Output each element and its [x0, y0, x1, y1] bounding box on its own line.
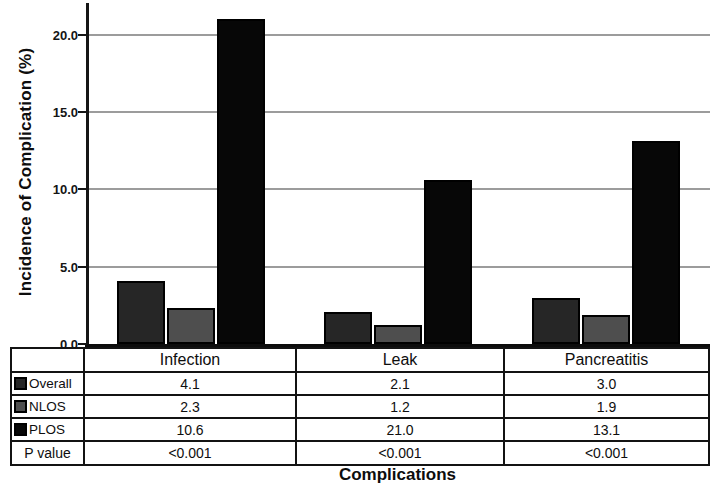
results-table: InfectionLeakPancreatitis Overall 4.12.13.… [10, 347, 710, 466]
y-tick-mark-0.0 [78, 343, 87, 345]
cell-overall-pancreatitis: 3.0 [505, 373, 708, 396]
bar-plos-pancreatitis [632, 141, 680, 344]
series-label-nlos: NLOS [29, 399, 66, 414]
cell-overall-infection: 4.1 [85, 373, 297, 396]
y-tick-label-10.0: 10.0 [34, 183, 78, 196]
bar-overall-pancreatitis [532, 298, 580, 344]
legend-swatch-nlos [14, 400, 27, 413]
y-axis-title: Incidence of Complication (%) [16, 48, 36, 297]
bar-plos-infection [217, 19, 265, 344]
table-corner-cell [12, 349, 85, 373]
gridline-10.0 [88, 188, 710, 190]
y-tick-label-5.0: 5.0 [34, 261, 78, 274]
gridline-20.0 [88, 34, 710, 36]
legend-swatch-plos [14, 423, 27, 436]
bar-plos-leak [424, 180, 472, 344]
x-axis-title: Complications [85, 465, 710, 485]
y-tick-mark-20.0 [78, 34, 87, 36]
y-tick-label-15.0: 15.0 [34, 106, 78, 119]
cell-p-value-pancreatitis: <0.001 [505, 442, 708, 464]
series-label-overall: Overall [29, 376, 72, 391]
gridline-5.0 [88, 266, 710, 268]
y-axis [86, 3, 89, 347]
row-label-nlos: NLOS [12, 396, 85, 419]
bar-nlos-leak [374, 325, 422, 344]
cell-overall-leak: 2.1 [297, 373, 505, 396]
complications-bar-chart-figure: Incidence of Complication (%) 0.05.010.0… [0, 0, 714, 489]
column-header-pancreatitis: Pancreatitis [505, 349, 708, 373]
legend-swatch-overall [14, 377, 27, 390]
bar-nlos-infection [167, 308, 215, 344]
y-tick-mark-5.0 [78, 266, 87, 268]
row-label-p-value: P value [12, 442, 85, 464]
row-label-plos: PLOS [12, 419, 85, 442]
y-tick-mark-10.0 [78, 188, 87, 190]
bar-nlos-pancreatitis [582, 315, 630, 344]
column-header-leak: Leak [297, 349, 505, 373]
cell-nlos-leak: 1.2 [297, 396, 505, 419]
bar-overall-leak [324, 312, 372, 344]
cell-plos-leak: 21.0 [297, 419, 505, 442]
cell-nlos-pancreatitis: 1.9 [505, 396, 708, 419]
bar-overall-infection [117, 281, 165, 344]
row-label-overall: Overall [12, 373, 85, 396]
cell-p-value-leak: <0.001 [297, 442, 505, 464]
y-tick-mark-15.0 [78, 111, 87, 113]
cell-plos-infection: 10.6 [85, 419, 297, 442]
series-label-plos: PLOS [29, 422, 65, 437]
y-tick-label-20.0: 20.0 [34, 29, 78, 42]
cell-p-value-infection: <0.001 [85, 442, 297, 464]
cell-nlos-infection: 2.3 [85, 396, 297, 419]
column-header-infection: Infection [85, 349, 297, 373]
cell-plos-pancreatitis: 13.1 [505, 419, 708, 442]
gridline-15.0 [88, 111, 710, 113]
